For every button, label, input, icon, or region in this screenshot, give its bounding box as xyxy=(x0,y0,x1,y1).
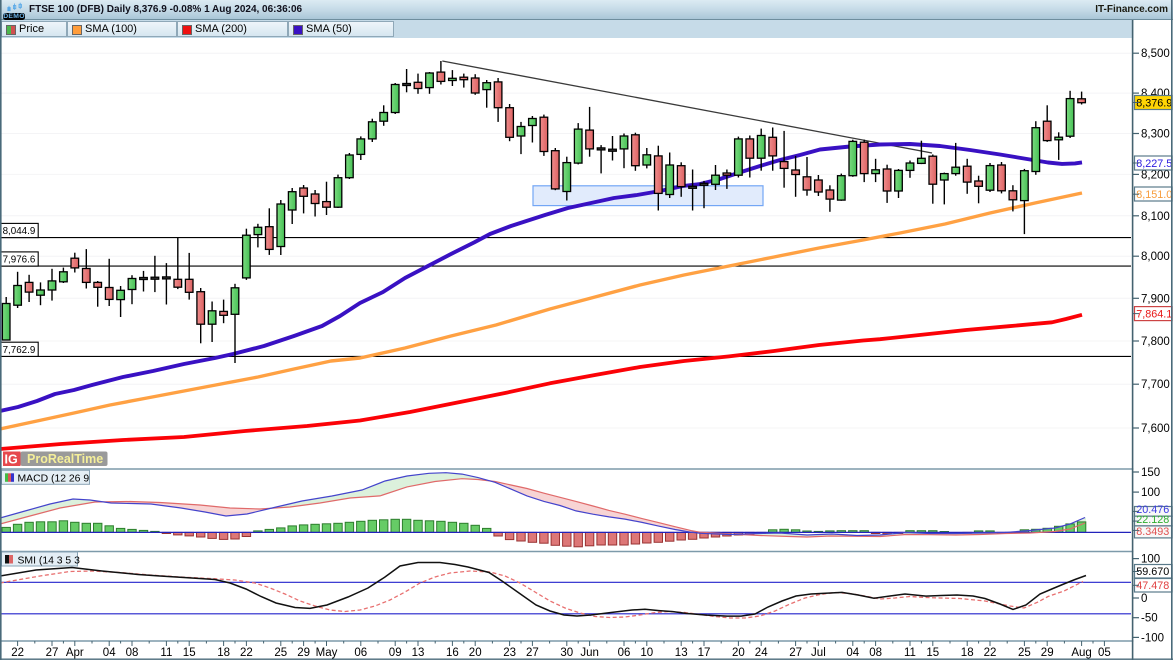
svg-text:7,700: 7,700 xyxy=(1141,379,1170,391)
svg-text:8,044.9: 8,044.9 xyxy=(3,226,36,237)
svg-text:13: 13 xyxy=(675,647,688,659)
svg-text:25: 25 xyxy=(1018,647,1031,659)
svg-text:06: 06 xyxy=(618,647,631,659)
svg-text:18: 18 xyxy=(217,647,230,659)
svg-text:29: 29 xyxy=(1041,647,1054,659)
svg-text:09: 09 xyxy=(389,647,402,659)
svg-text:8,227.5: 8,227.5 xyxy=(1136,158,1172,170)
svg-text:Jun: Jun xyxy=(580,647,599,659)
svg-text:ProRealTime: ProRealTime xyxy=(27,452,103,466)
svg-text:SMI (14 3 5 3: SMI (14 3 5 3 xyxy=(18,555,81,566)
svg-text:MACD (12 26 9: MACD (12 26 9 xyxy=(18,474,90,485)
svg-text:100: 100 xyxy=(1141,554,1160,566)
svg-text:11: 11 xyxy=(904,647,916,659)
svg-text:08: 08 xyxy=(126,647,139,659)
svg-text:7,864.1: 7,864.1 xyxy=(1136,309,1172,321)
svg-text:27: 27 xyxy=(526,647,539,659)
svg-text:IG: IG xyxy=(5,453,18,467)
svg-text:24: 24 xyxy=(755,647,768,659)
svg-text:10: 10 xyxy=(640,647,653,659)
svg-text:04: 04 xyxy=(846,647,859,659)
svg-text:8,200: 8,200 xyxy=(1141,169,1170,181)
svg-text:23: 23 xyxy=(503,647,516,659)
svg-text:08: 08 xyxy=(869,647,882,659)
svg-text:Aug: Aug xyxy=(1071,647,1091,659)
svg-text:11: 11 xyxy=(160,647,172,659)
svg-text:04: 04 xyxy=(103,647,116,659)
svg-text:8.3493: 8.3493 xyxy=(1136,526,1169,538)
svg-text:25: 25 xyxy=(274,647,287,659)
svg-text:05: 05 xyxy=(1098,647,1111,659)
svg-text:8,100: 8,100 xyxy=(1141,211,1170,223)
svg-text:7,800: 7,800 xyxy=(1141,336,1170,348)
svg-text:8,000: 8,000 xyxy=(1141,251,1170,263)
svg-text:8,500: 8,500 xyxy=(1141,48,1170,60)
svg-text:15: 15 xyxy=(926,647,939,659)
svg-text:20.476: 20.476 xyxy=(1136,504,1169,516)
svg-text:13: 13 xyxy=(412,647,425,659)
svg-text:22: 22 xyxy=(984,647,997,659)
svg-text:59.670: 59.670 xyxy=(1136,566,1169,578)
svg-text:8,376.9: 8,376.9 xyxy=(1136,98,1172,110)
svg-text:8,300: 8,300 xyxy=(1141,129,1170,141)
svg-text:-100: -100 xyxy=(1141,632,1164,644)
svg-text:22: 22 xyxy=(11,647,24,659)
svg-text:Apr: Apr xyxy=(66,647,84,659)
svg-text:06: 06 xyxy=(354,647,367,659)
svg-text:7,976.6: 7,976.6 xyxy=(3,255,36,266)
svg-text:22: 22 xyxy=(240,647,253,659)
svg-text:27: 27 xyxy=(789,647,802,659)
svg-text:150: 150 xyxy=(1141,467,1160,479)
svg-text:15: 15 xyxy=(183,647,196,659)
svg-text:100: 100 xyxy=(1141,487,1160,499)
svg-text:17: 17 xyxy=(698,647,711,659)
svg-text:18: 18 xyxy=(961,647,974,659)
svg-text:-50: -50 xyxy=(1141,613,1158,625)
svg-text:16: 16 xyxy=(446,647,459,659)
svg-text:7,600: 7,600 xyxy=(1141,423,1170,435)
svg-text:Jul: Jul xyxy=(811,647,826,659)
svg-text:7,900: 7,900 xyxy=(1141,293,1170,305)
svg-text:7,762.9: 7,762.9 xyxy=(3,345,36,356)
svg-text:27: 27 xyxy=(46,647,59,659)
svg-text:29: 29 xyxy=(297,647,310,659)
svg-text:8,151.0: 8,151.0 xyxy=(1136,189,1172,201)
svg-text:0: 0 xyxy=(1141,593,1147,605)
svg-text:30: 30 xyxy=(560,647,573,659)
svg-text:47.478: 47.478 xyxy=(1136,580,1169,592)
svg-text:May: May xyxy=(316,647,338,659)
svg-text:20: 20 xyxy=(469,647,482,659)
svg-text:20: 20 xyxy=(732,647,745,659)
svg-text:22.128: 22.128 xyxy=(1136,514,1169,526)
